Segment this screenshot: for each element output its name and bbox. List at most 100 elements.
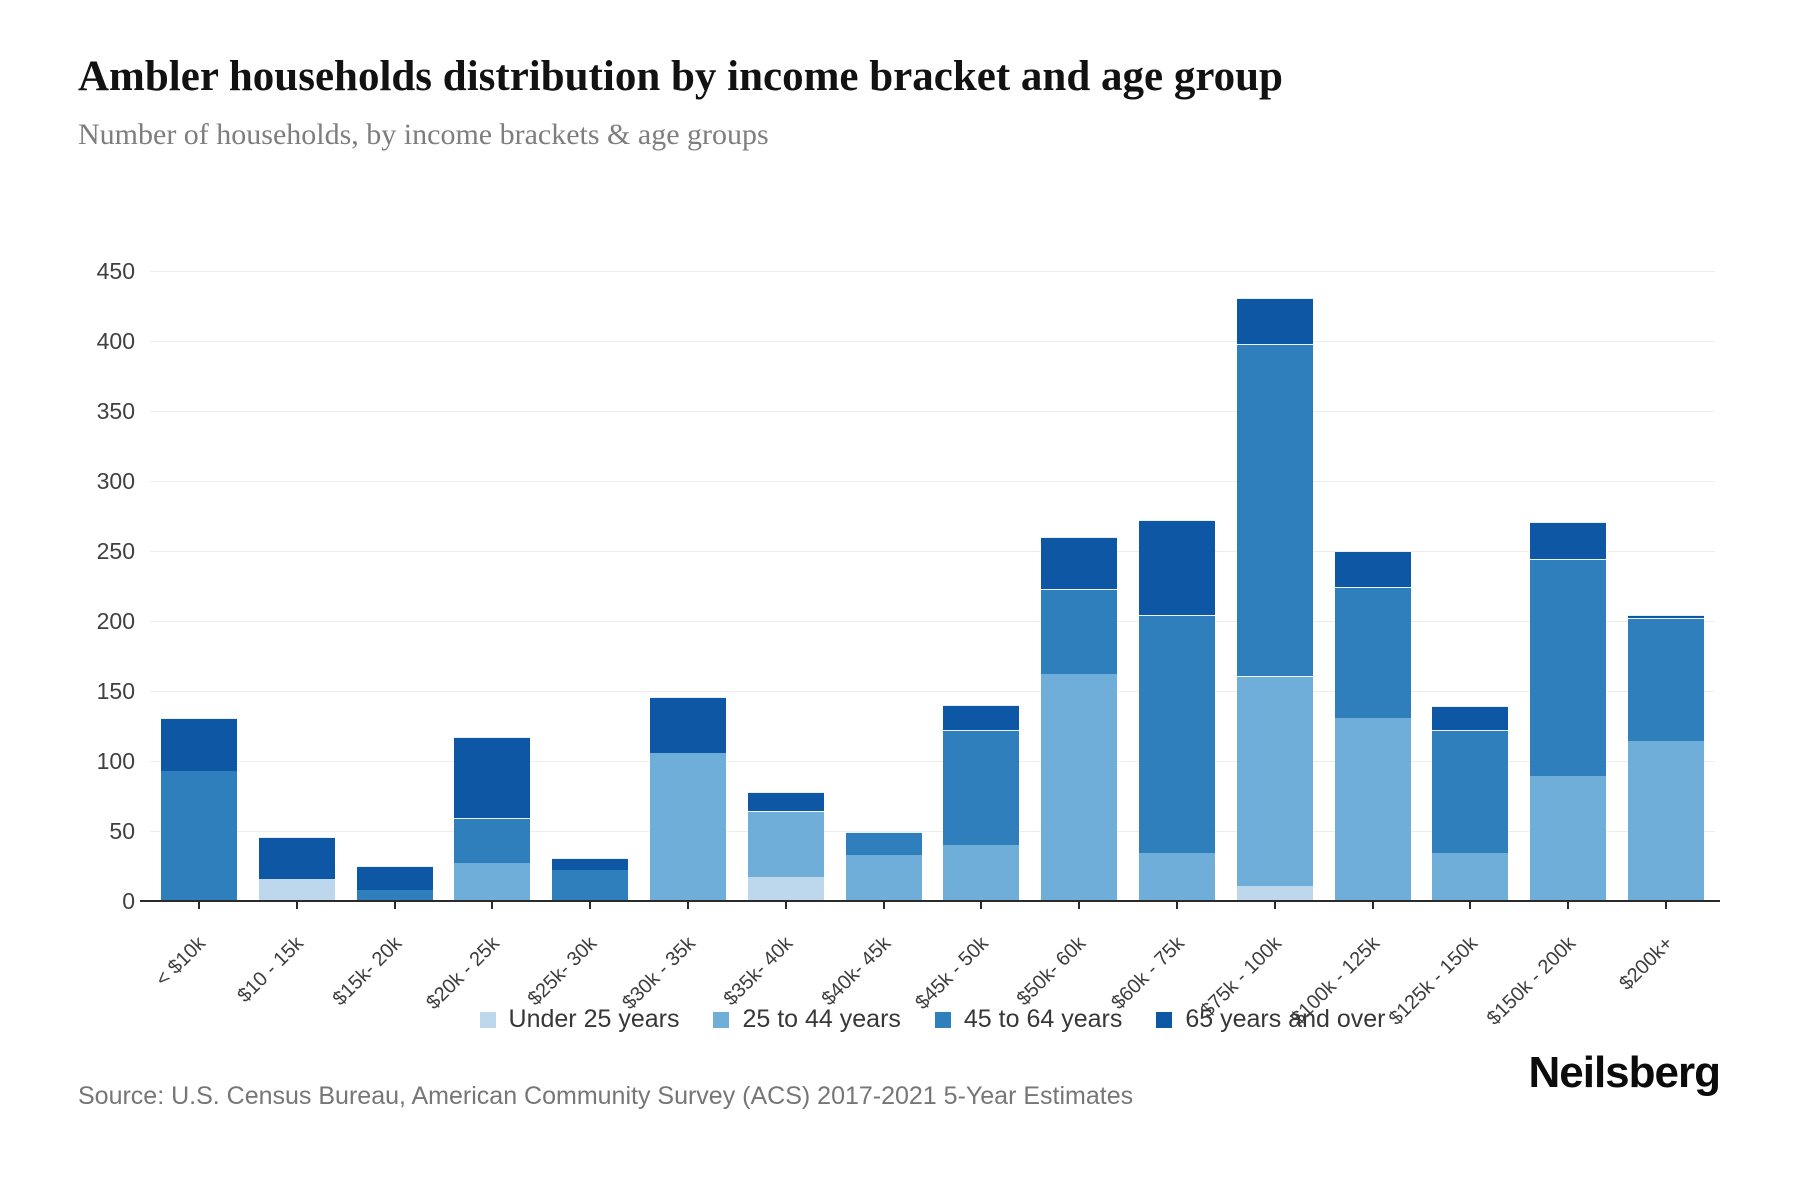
bar-segment[interactable] [258,836,335,879]
x-axis-tick-label: $35k- 40k [719,932,798,1011]
bar-segment[interactable] [747,811,824,878]
bar-segment[interactable] [1236,675,1313,886]
y-axis-tick-label: 100 [96,748,135,774]
bar-segment[interactable] [1139,615,1216,854]
bar-segment[interactable] [649,752,726,901]
bar-segment[interactable] [845,854,922,901]
bar-segment[interactable] [160,770,237,901]
bar-segment[interactable] [1334,717,1411,901]
x-axis-tick [1567,902,1570,909]
y-axis-tick-label: 400 [96,328,135,354]
x-axis-tick [882,902,885,909]
stacked-bar[interactable] [1041,0,1118,901]
x-axis-tick-label: $30k - 35k [617,932,700,1014]
legend-item[interactable]: 45 to 64 years [934,1005,1123,1034]
x-axis-tick-label: $10 - 15k [233,932,309,1007]
bar-segment[interactable] [747,791,824,812]
bar-segment[interactable] [1041,674,1118,901]
x-axis-tick [686,902,689,909]
chart-legend: Under 25 years 25 to 44 years 45 to 64 yea… [150,1005,1715,1034]
x-axis-tick [784,902,787,909]
bar-segment[interactable] [747,877,824,901]
x-axis-tick-label: $20k - 25k [422,932,504,1014]
page-subtitle: Number of households, by income brackets… [78,118,769,151]
bar-segment[interactable] [1139,520,1216,616]
bar-segment[interactable] [1041,588,1118,675]
bar-segment[interactable] [649,696,726,753]
bar-segment[interactable] [1628,615,1705,619]
bar-segment[interactable] [1334,587,1411,718]
bar-segment[interactable] [160,717,237,771]
bar-segment[interactable] [1236,885,1313,901]
bar-segment[interactable] [258,878,335,901]
stacked-bar[interactable] [454,0,531,901]
stacked-bar[interactable] [845,0,922,901]
y-axis-tick-label: 300 [96,468,135,494]
legend-label: 45 to 64 years [963,1005,1123,1033]
source-attribution: Source: U.S. Census Bureau, American Com… [78,1082,1134,1110]
bar-segment[interactable] [356,889,433,901]
stacked-bar[interactable] [356,0,433,901]
stacked-bar[interactable] [1530,0,1607,901]
x-axis-tick [491,902,494,909]
bar-segment[interactable] [1432,853,1509,901]
bar-segment[interactable] [1432,730,1509,854]
stacked-bar[interactable] [1236,0,1313,901]
x-axis-tick [393,902,396,909]
bar-segment[interactable] [845,832,922,855]
stacked-bar[interactable] [747,0,824,901]
bar-segment[interactable] [1530,521,1607,560]
bar-segment[interactable] [552,857,629,871]
legend-item[interactable]: 25 to 44 years [713,1005,901,1034]
bar-segment[interactable] [943,845,1020,901]
legend-item[interactable]: Under 25 years [479,1005,679,1034]
stacked-bar[interactable] [1334,0,1411,901]
bar-segment[interactable] [1236,297,1313,344]
stacked-bar[interactable] [258,0,335,901]
bar-segment[interactable] [1041,537,1118,589]
bar-segment[interactable] [356,866,433,890]
y-axis-tick-label: 450 [96,258,135,284]
x-axis-tick [1469,902,1472,909]
y-gridline [150,691,1715,692]
brand-logo: Neilsberg [1528,1048,1721,1097]
x-axis-tick-label: < $10k [151,932,211,991]
stacked-bar[interactable] [649,0,726,901]
bar-segment[interactable] [1139,853,1216,901]
bar-segment[interactable] [1432,706,1509,731]
x-axis-tick [980,902,983,909]
bar-segment[interactable] [1530,776,1607,901]
bar-segment[interactable] [454,863,531,901]
bar-segment[interactable] [552,870,629,901]
x-axis-tick-label: $15k- 20k [328,932,406,1011]
bar-segment[interactable] [1628,618,1705,742]
stacked-bar[interactable] [552,0,629,901]
legend-item[interactable]: 65 years and over [1156,1005,1385,1034]
y-gridline [150,831,1715,832]
x-axis-tick-label: $200k+ [1615,932,1678,995]
bar-segment[interactable] [943,730,1020,845]
stacked-bar[interactable] [943,0,1020,901]
stacked-bar[interactable] [1628,0,1705,901]
page-title: Ambler households distribution by income… [78,53,1283,100]
bar-segment[interactable] [454,737,531,819]
legend-swatch-icon [1156,1011,1173,1028]
y-axis-tick-label: 250 [96,538,135,564]
y-axis-tick-label: 50 [109,818,135,844]
bar-segment[interactable] [1236,343,1313,676]
bar-segment[interactable] [454,818,531,864]
x-axis-tick [295,902,298,909]
stacked-bar[interactable] [160,0,237,901]
stacked-bar[interactable] [1139,0,1216,901]
x-axis-tick [1273,902,1276,909]
x-axis-tick [1371,902,1374,909]
stacked-bar[interactable] [1432,0,1509,901]
bar-segment[interactable] [1628,741,1705,901]
x-axis-line [140,900,1720,902]
x-axis-tick-label: $60k - 75k [1106,932,1189,1014]
bar-segment[interactable] [1530,559,1607,777]
bar-segment[interactable] [1334,551,1411,588]
bar-segment[interactable] [943,705,1020,731]
